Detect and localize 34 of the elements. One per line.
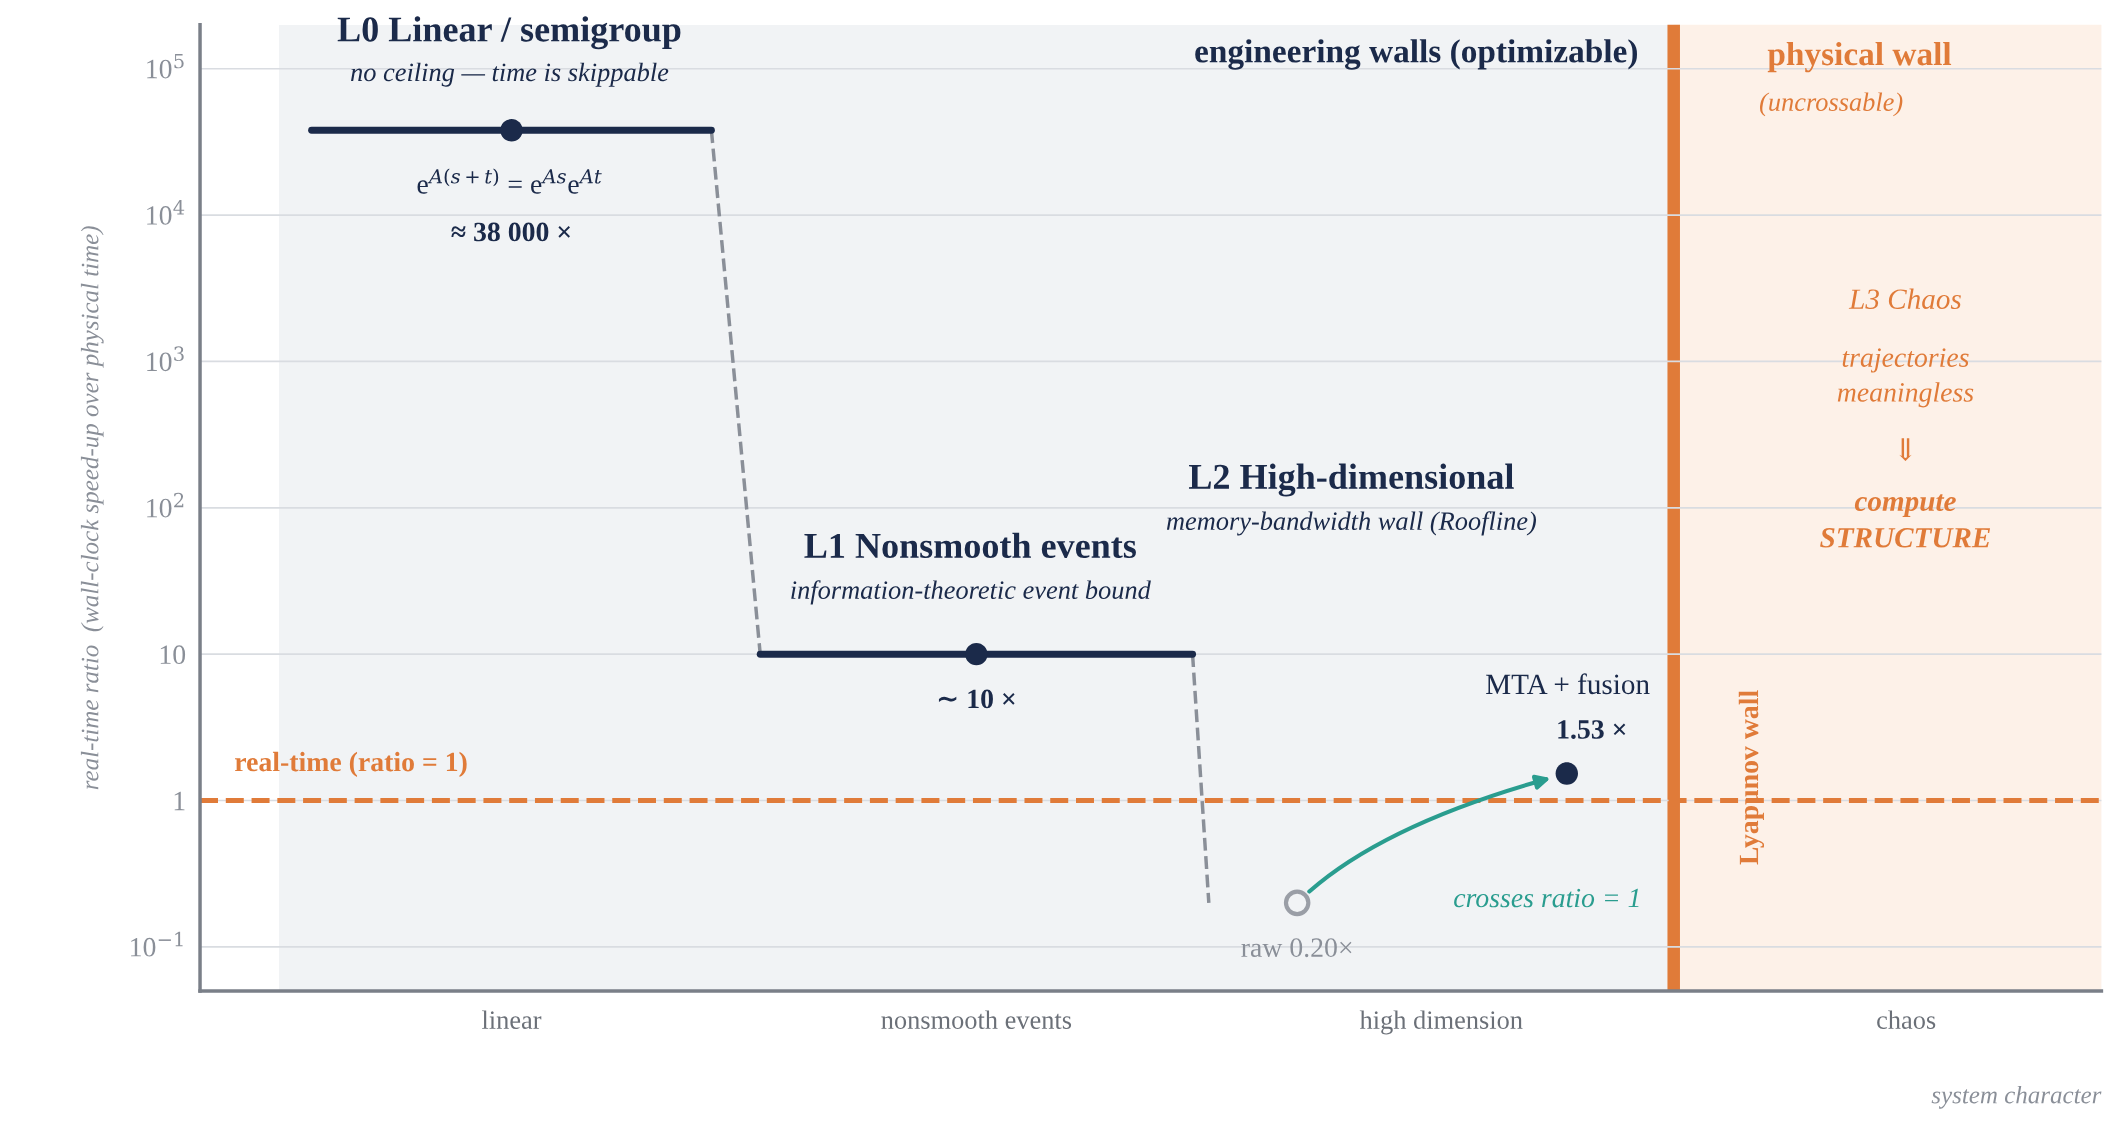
annotation: no ceiling — time is skippable [351,62,669,87]
annotation: (uncrossable) [1760,92,1903,117]
x-tick-label: chaos [1877,1010,1936,1029]
y-tick-label: 10 [160,645,186,665]
y-tick-label: 10$^{4}$ [147,200,185,225]
y-tick-label: 1 [174,791,185,811]
annotation: engineering walls (optimizable) [1195,39,1638,70]
annotation: information-theoretic event bound [791,580,1151,605]
x-tick-label: nonsmooth events [881,1010,1072,1029]
annotation: memory-bandwidth wall (Roofline) [1166,511,1537,536]
annotation: ⇓ [1899,438,1912,462]
y-tick-label: 10$^{3}$ [147,346,184,372]
x-tick-label: linear [482,1010,542,1029]
annotation: L3 Chaos [1848,288,1961,310]
y-tick-label: 10$^{2}$ [147,492,184,518]
data-label: 1.53 × [1558,720,1626,739]
annotation: L1 Nonsmooth events [804,532,1136,559]
annotation: MTA + fusion [1486,673,1650,695]
ref-line-label: real-time (ratio = 1) [235,751,467,778]
x-axis-title: system character [1931,1085,2102,1109]
y-tick-label: 10$^{−1}$ [131,931,183,957]
annotation: compute STRUCTURE [1820,494,1991,548]
annotation: physical wall [1767,41,1952,73]
data-label: ≈ 38 000 × [451,222,570,242]
data-label: raw 0.20× [1241,938,1352,958]
x-tick-label: high dimension [1359,1010,1523,1035]
y-axis-title: real-time ratio (wall-clock speed-up over physical time) [80,226,104,790]
y-tick-label: 10$^{5}$ [147,53,184,79]
annotation: L0 Linear / semigroup [337,16,681,50]
annotation: trajectories meaningless [1837,348,1974,408]
annotation: e$^{A(s+t)}$ = e$^{As}$e$^{At}$ [417,168,602,194]
data-label: ∼ 10 × [938,689,1015,709]
annotation: crosses ratio = 1 [1454,888,1639,908]
annotation: L2 High-dimensional [1188,463,1514,497]
